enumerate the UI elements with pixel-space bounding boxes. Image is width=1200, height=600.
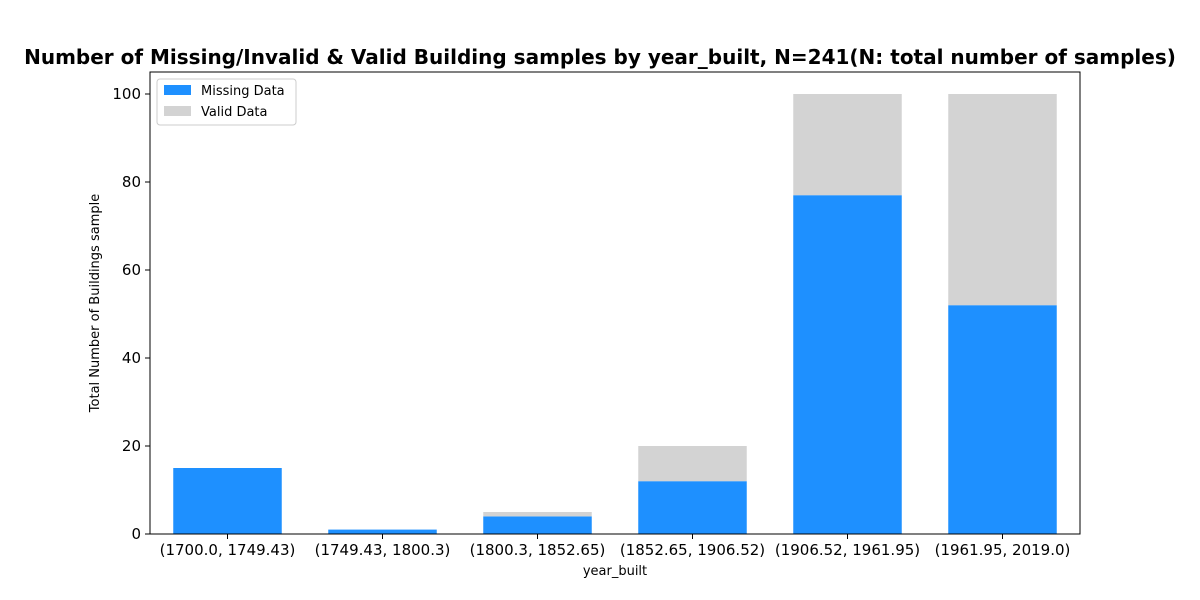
- y-tick-label: 80: [122, 173, 141, 191]
- y-tick-label: 60: [122, 261, 141, 279]
- chart-title: Number of Missing/Invalid & Valid Buildi…: [24, 45, 1176, 69]
- valid-data-legend-swatch: [164, 106, 191, 116]
- y-tick-label: 0: [131, 525, 141, 543]
- x-axis-label: year_built: [583, 564, 647, 579]
- valid-data-bar-2: [483, 512, 592, 517]
- y-axis: 0 20 40 60 80 100: [112, 85, 150, 543]
- x-tick-label: (1906.52, 1961.95): [775, 541, 920, 559]
- missing-data-bar-4: [793, 195, 902, 534]
- x-tick-label: (1961.95, 2019.0): [935, 541, 1071, 559]
- missing-data-bar-2: [483, 516, 592, 534]
- y-axis-label: Total Number of Buildings sample: [88, 194, 103, 413]
- missing-data-legend-label: Missing Data: [201, 84, 285, 99]
- missing-data-bar-1: [328, 529, 437, 534]
- x-tick-label: (1852.65, 1906.52): [620, 541, 765, 559]
- plot-frame: [149, 71, 1081, 535]
- valid-data-bar-4: [793, 94, 902, 196]
- y-tick-label: 40: [122, 349, 141, 367]
- valid-data-legend-label: Valid Data: [201, 105, 268, 120]
- y-tick-label: 20: [122, 437, 141, 455]
- valid-data-bar-5: [948, 94, 1057, 306]
- x-tick-label: (1700.0, 1749.43): [160, 541, 296, 559]
- valid-data-bar-3: [638, 446, 747, 482]
- missing-data-bar-3: [638, 481, 747, 534]
- missing-data-bar-5: [948, 305, 1057, 534]
- bars-layer: [173, 94, 1057, 534]
- y-tick-label: 100: [112, 85, 141, 103]
- missing-data-legend-swatch: [164, 85, 191, 95]
- missing-data-bar-0: [173, 468, 282, 534]
- x-axis: (1700.0, 1749.43) (1749.43, 1800.3) (1800.…: [160, 534, 1071, 559]
- legend: Missing Data Valid Data: [156, 78, 297, 126]
- x-tick-label: (1800.3, 1852.65): [470, 541, 606, 559]
- legend-box: [156, 78, 297, 126]
- x-tick-label: (1749.43, 1800.3): [315, 541, 451, 559]
